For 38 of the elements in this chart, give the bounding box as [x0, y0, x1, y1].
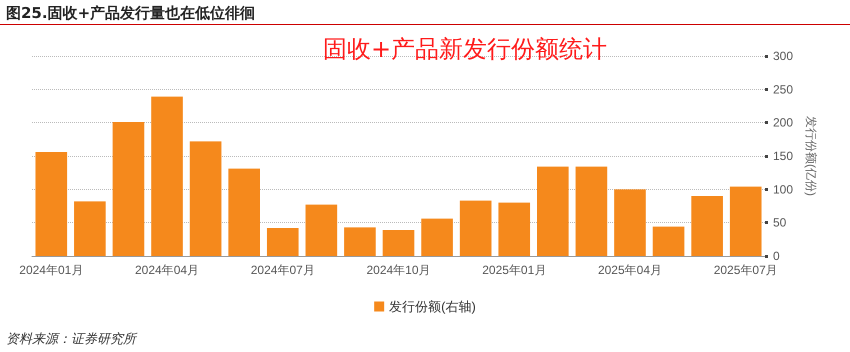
bar	[266, 228, 299, 256]
y-tick-label: 300	[773, 49, 794, 63]
bar	[344, 227, 376, 256]
bar	[460, 200, 492, 256]
text: 资料来源：证券研究所	[6, 331, 136, 348]
y-tick-label: 200	[773, 116, 794, 130]
x-tick-label: 2025年07月	[714, 263, 778, 277]
x-tick-label: 2024年10月	[366, 263, 431, 277]
bar	[614, 189, 646, 256]
y-tick-label: 50	[773, 216, 787, 230]
x-tick-label: 2024年07月	[250, 263, 315, 277]
bar	[382, 230, 414, 256]
y-tick-label: 250	[773, 82, 794, 96]
bar	[151, 96, 183, 256]
x-tick-label: 2025年01月	[482, 263, 546, 277]
y-tick-label: 150	[773, 149, 794, 163]
bar	[537, 166, 569, 256]
bar	[421, 218, 453, 256]
annotation: 固收+产品新发行份额统计	[323, 35, 608, 63]
x-tick-label: 2024年01月	[19, 263, 84, 277]
bar	[190, 141, 222, 256]
bar	[652, 226, 684, 256]
bar	[498, 202, 530, 256]
bar	[35, 152, 68, 256]
bar	[306, 204, 338, 256]
y-tick-label: 0	[773, 249, 780, 263]
bar	[112, 122, 144, 256]
y-tick-label: 100	[773, 182, 794, 196]
y-axis-title: 发行份额(亿份)	[804, 116, 818, 196]
x-tick-label: 2025年04月	[598, 263, 662, 277]
bar	[228, 168, 260, 256]
x-tick-label: 2024年04月	[135, 263, 200, 277]
bar	[74, 201, 106, 256]
bar	[730, 186, 762, 256]
chart-title: 图25.固收+产品发行量也在低位徘徊	[6, 4, 256, 23]
legend-label: 发行份额(右轴)	[389, 299, 476, 314]
bar	[691, 196, 723, 256]
bar	[576, 166, 608, 256]
